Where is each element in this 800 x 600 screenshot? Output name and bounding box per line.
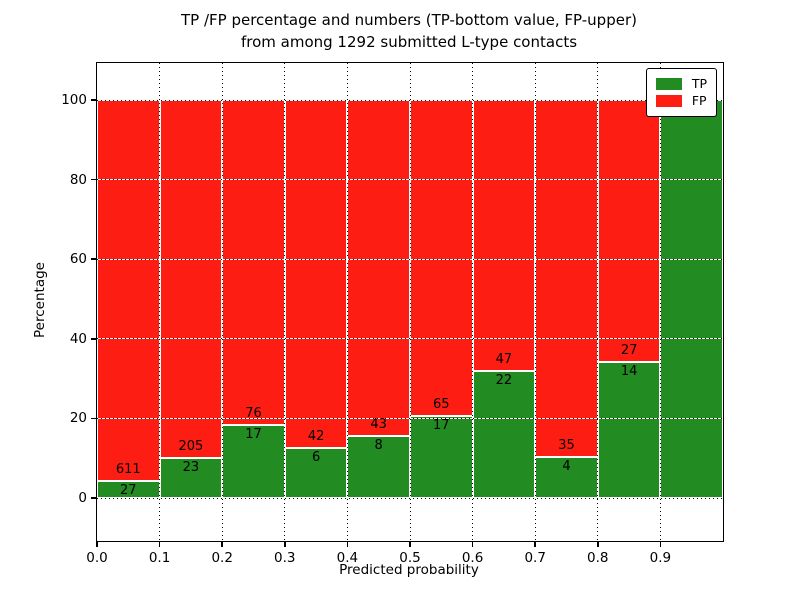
y-tick-mark (90, 338, 96, 340)
legend-label-fp: FP (691, 93, 707, 108)
x-tick-mark (221, 542, 223, 547)
tp-count-label: 22 (495, 373, 513, 389)
h-gridline (97, 258, 723, 260)
tp-count-label: 6 (311, 450, 321, 466)
h-gridline (97, 338, 723, 340)
plot-area: TP FP 611 27 205 23 76 17 42 6 43 8 65 17 47 22 35 4 27 1… (61, 62, 724, 566)
y-tick-label: 40 (69, 330, 87, 347)
legend-item-fp: FP (655, 93, 707, 108)
fp-bar-segment (472, 100, 536, 372)
tp-count-label: 17 (433, 417, 450, 433)
fp-bar-segment (347, 100, 410, 436)
x-tick-label: 0.1 (148, 550, 171, 566)
chart-title: TP /FP percentage and numbers (TP-bottom… (96, 9, 722, 53)
fp-swatch (655, 95, 682, 107)
tp-count-label: 14 (620, 364, 638, 380)
y-tick-label: 60 (69, 251, 87, 268)
x-tick-label: 0.4 (336, 550, 359, 566)
tp-count-label: 17 (245, 427, 262, 443)
fp-bar-segment (535, 100, 598, 457)
h-gridline (97, 179, 723, 181)
v-gridline (159, 63, 161, 541)
x-tick-mark (346, 542, 349, 547)
v-gridline (534, 63, 536, 541)
tp-bar-segment (222, 425, 285, 498)
chart-title-line1: TP /FP percentage and numbers (TP-bottom… (181, 11, 637, 29)
tp-bar-segment (597, 362, 661, 498)
h-gridline (97, 497, 723, 499)
chart-title-line2: from among 1292 submitted L-type contact… (240, 33, 578, 51)
x-tick-label: 0.7 (524, 550, 546, 566)
y-tick-label: 80 (69, 171, 87, 188)
fp-bar-segment (284, 100, 348, 449)
fp-count-label: 65 (433, 396, 450, 412)
tp-count-label: 8 (374, 437, 383, 453)
x-tick-mark (471, 542, 474, 547)
x-tick-mark (659, 542, 662, 547)
x-tick-label: 0.6 (461, 550, 484, 566)
x-tick-mark (534, 542, 536, 547)
v-gridline (472, 63, 474, 541)
fp-count-label: 35 (558, 438, 575, 454)
x-tick-label: 0.9 (649, 550, 672, 566)
fp-bar-segment (597, 100, 661, 363)
y-tick-mark (90, 178, 96, 181)
x-tick-mark (409, 542, 411, 547)
fp-count-label: 611 (115, 462, 141, 478)
y-tick-label: 0 (78, 490, 87, 507)
y-tick-label: 100 (61, 92, 87, 108)
x-tick-label: 0.0 (86, 550, 108, 566)
fp-count-label: 76 (245, 406, 262, 422)
fp-count-label: 42 (307, 429, 325, 445)
y-axis-label: Percentage (32, 262, 48, 338)
y-tick-mark (90, 99, 96, 101)
legend-label-tp: TP (691, 76, 707, 91)
fp-bar-segment (97, 100, 160, 482)
x-tick-label: 0.5 (399, 550, 421, 566)
y-tick-mark (90, 417, 96, 420)
x-tick-label: 0.2 (211, 550, 233, 566)
v-gridline (221, 63, 223, 541)
v-gridline (346, 63, 348, 541)
v-gridline (659, 63, 661, 541)
x-tick-mark (158, 542, 161, 547)
fp-count-label: 205 (178, 438, 204, 454)
fp-bar-segment (159, 100, 223, 458)
y-tick-label: 20 (69, 410, 87, 427)
fp-count-label: 43 (370, 416, 387, 432)
x-tick-label: 0.8 (587, 550, 609, 566)
x-tick-label: 0.3 (274, 550, 296, 566)
legend: TP FP (645, 68, 717, 117)
fp-bar-segment (222, 100, 285, 426)
tp-swatch (655, 78, 682, 90)
tp-bar-segment (159, 457, 223, 498)
tp-bar-segment (472, 371, 536, 498)
y-tick-mark (90, 258, 96, 260)
x-tick-mark (96, 542, 98, 547)
v-gridline (409, 63, 411, 541)
legend-item-tp: TP (655, 76, 707, 91)
y-tick-mark (90, 497, 96, 499)
h-gridline (97, 417, 723, 419)
tp-count-label: 4 (562, 459, 571, 475)
fp-count-label: 27 (620, 343, 638, 359)
x-tick-mark (597, 542, 599, 547)
tp-count-label: 23 (182, 459, 200, 475)
fp-count-label: 47 (495, 352, 513, 368)
v-gridline (284, 63, 286, 541)
tp-bar-segment (660, 100, 723, 498)
x-tick-mark (284, 542, 286, 547)
h-gridline (97, 99, 723, 101)
v-gridline (597, 63, 599, 541)
tp-count-label: 27 (120, 483, 137, 499)
x-axis-label: Predicted probability (339, 562, 479, 578)
